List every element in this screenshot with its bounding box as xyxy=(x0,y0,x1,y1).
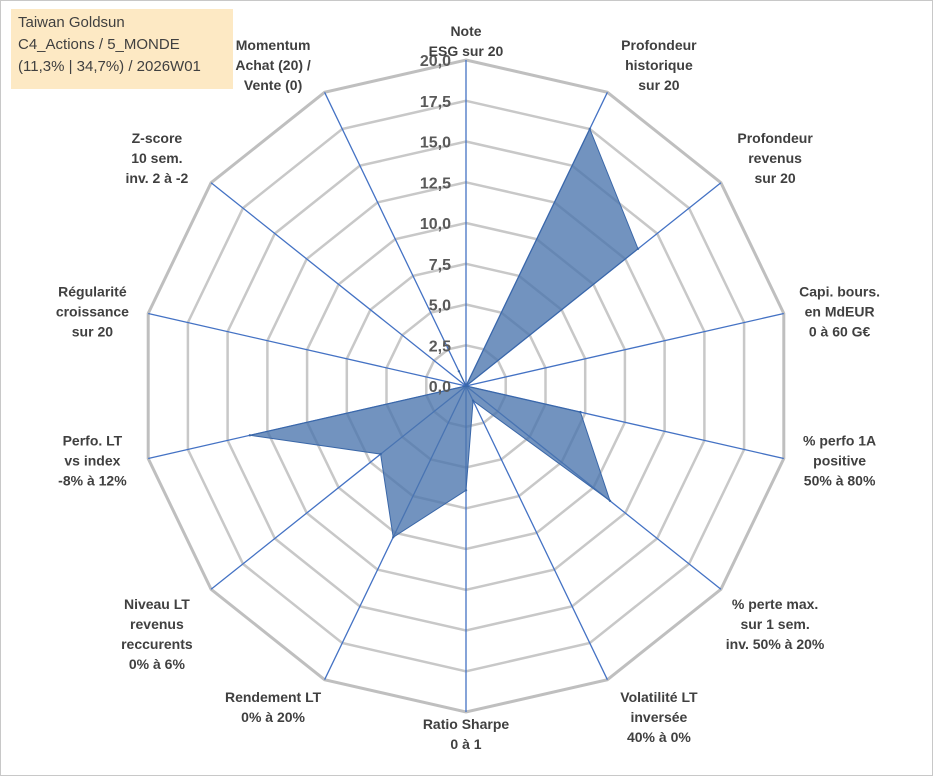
data-point-10 xyxy=(248,434,252,437)
spoke-3 xyxy=(465,312,784,387)
data-point-4 xyxy=(579,410,582,414)
axis-label-11-line-1: croissance xyxy=(56,304,129,320)
axis-label-11: Régularité croissance sur 20 xyxy=(56,284,129,340)
axis-label-9-line-0: Niveau LT xyxy=(124,596,190,612)
axis-label-5-line-1: sur 1 sem. xyxy=(740,616,809,632)
axis-label-9-line-3: 0% à 6% xyxy=(129,656,186,672)
data-point-12 xyxy=(464,384,468,388)
tick-label-4: 10,0 xyxy=(420,216,451,233)
axis-label-0: Note ESG sur 20 xyxy=(429,23,504,59)
axis-label-11-line-2: sur 20 xyxy=(72,324,113,340)
axis-label-9: Niveau LT revenus reccurents 0% à 6% xyxy=(121,596,193,672)
data-point-1 xyxy=(588,127,591,131)
axis-label-12-line-1: 10 sem. xyxy=(131,150,182,166)
stock-name: Taiwan Goldsun xyxy=(18,14,125,31)
axis-label-6: Volatilité LT inversée 40% à 0% xyxy=(620,689,698,745)
axis-label-5: % perte max. sur 1 sem. inv. 50% à 20% xyxy=(726,596,825,652)
tick-label-2: 5,0 xyxy=(429,298,451,315)
data-point-2 xyxy=(636,247,640,250)
axis-label-12-line-0: Z-score xyxy=(132,130,183,146)
axis-label-9-line-1: revenus xyxy=(130,616,184,632)
axis-label-4: % perfo 1A positive 50% à 80% xyxy=(803,432,876,488)
spoke-11 xyxy=(148,312,467,387)
axis-label-4-line-2: 50% à 80% xyxy=(804,472,876,488)
spoke-6 xyxy=(465,385,608,680)
axis-label-7: Ratio Sharpe 0 à 1 xyxy=(423,716,510,752)
axis-label-1-line-1: historique xyxy=(625,57,693,73)
axis-label-3-line-2: 0 à 60 G€ xyxy=(809,324,871,340)
tick-label-3: 7,5 xyxy=(429,257,451,274)
spoke-13 xyxy=(324,92,467,387)
data-point-13 xyxy=(457,370,461,373)
axis-label-1: Profondeur historique sur 20 xyxy=(621,37,697,93)
axis-label-9-line-2: reccurents xyxy=(121,636,193,652)
axis-label-0-line-1: ESG sur 20 xyxy=(429,43,504,59)
axis-label-3-line-1: en MdEUR xyxy=(805,304,875,320)
axis-label-1-line-2: sur 20 xyxy=(638,77,679,93)
tick-label-7: 17,5 xyxy=(420,94,451,111)
axis-label-10: Perfo. LT vs index -8% à 12% xyxy=(58,432,127,488)
axis-label-6-line-2: 40% à 0% xyxy=(627,729,691,745)
axis-label-2-line-1: revenus xyxy=(748,150,802,166)
tick-label-1: 2,5 xyxy=(429,338,451,355)
data-point-6 xyxy=(471,399,475,402)
axis-label-13-line-1: Achat (20) / xyxy=(235,57,311,73)
axis-label-12-line-2: inv. 2 à -2 xyxy=(126,170,189,186)
axis-label-4-line-0: % perfo 1A xyxy=(803,432,876,448)
axis-label-13-line-2: Vente (0) xyxy=(244,77,302,93)
axis-label-10-line-0: Perfo. LT xyxy=(63,432,123,448)
data-area xyxy=(249,127,639,539)
axis-label-3: Capi. bours. en MdEUR 0 à 60 G€ xyxy=(799,284,880,340)
axis-label-7-line-1: 0 à 1 xyxy=(450,736,481,752)
axis-label-13-line-0: Momentum xyxy=(236,37,311,53)
axis-label-2: Profondeur revenus sur 20 xyxy=(737,130,813,186)
axis-label-8-line-0: Rendement LT xyxy=(225,689,322,705)
axis-label-13: Momentum Achat (20) / Vente (0) xyxy=(235,37,311,93)
tick-label-5: 12,5 xyxy=(420,175,451,192)
data-point-7 xyxy=(464,489,468,492)
axis-label-2-line-0: Profondeur xyxy=(737,130,813,146)
data-point-8 xyxy=(392,536,395,539)
axis-label-3-line-0: Capi. bours. xyxy=(799,284,880,300)
axis-label-8: Rendement LT 0% à 20% xyxy=(225,689,322,725)
axis-label-12: Z-score 10 sem. inv. 2 à -2 xyxy=(126,130,189,186)
axis-label-6-line-1: inversée xyxy=(630,709,687,725)
axis-label-10-line-1: vs index xyxy=(64,452,120,468)
axis-label-10-line-2: -8% à 12% xyxy=(58,472,127,488)
axis-label-11-line-0: Régularité xyxy=(58,284,127,300)
stock-stats: (11,3% | 34,7%) / 2026W01 xyxy=(18,58,201,75)
axis-label-4-line-1: positive xyxy=(813,452,866,468)
axis-label-8-line-1: 0% à 20% xyxy=(241,709,305,725)
axis-label-0-line-0: Note xyxy=(450,23,481,39)
tick-label-6: 15,0 xyxy=(420,135,451,152)
stock-info-box: Taiwan Goldsun C4_Actions / 5_MONDE (11,… xyxy=(11,9,233,89)
axis-label-6-line-0: Volatilité LT xyxy=(620,689,698,705)
spoke-12 xyxy=(210,182,467,387)
axis-label-5-line-2: inv. 50% à 20% xyxy=(726,636,825,652)
axis-label-7-line-0: Ratio Sharpe xyxy=(423,716,510,732)
axis-label-1-line-0: Profondeur xyxy=(621,37,697,53)
tick-label-8: 20,0 xyxy=(420,53,451,70)
data-point-9 xyxy=(379,452,382,456)
axis-label-2-line-2: sur 20 xyxy=(754,170,795,186)
stock-category: C4_Actions / 5_MONDE xyxy=(18,36,180,53)
data-point-5 xyxy=(608,499,612,502)
tick-label-0: 0,0 xyxy=(429,379,451,396)
axis-label-5-line-0: % perte max. xyxy=(732,596,818,612)
